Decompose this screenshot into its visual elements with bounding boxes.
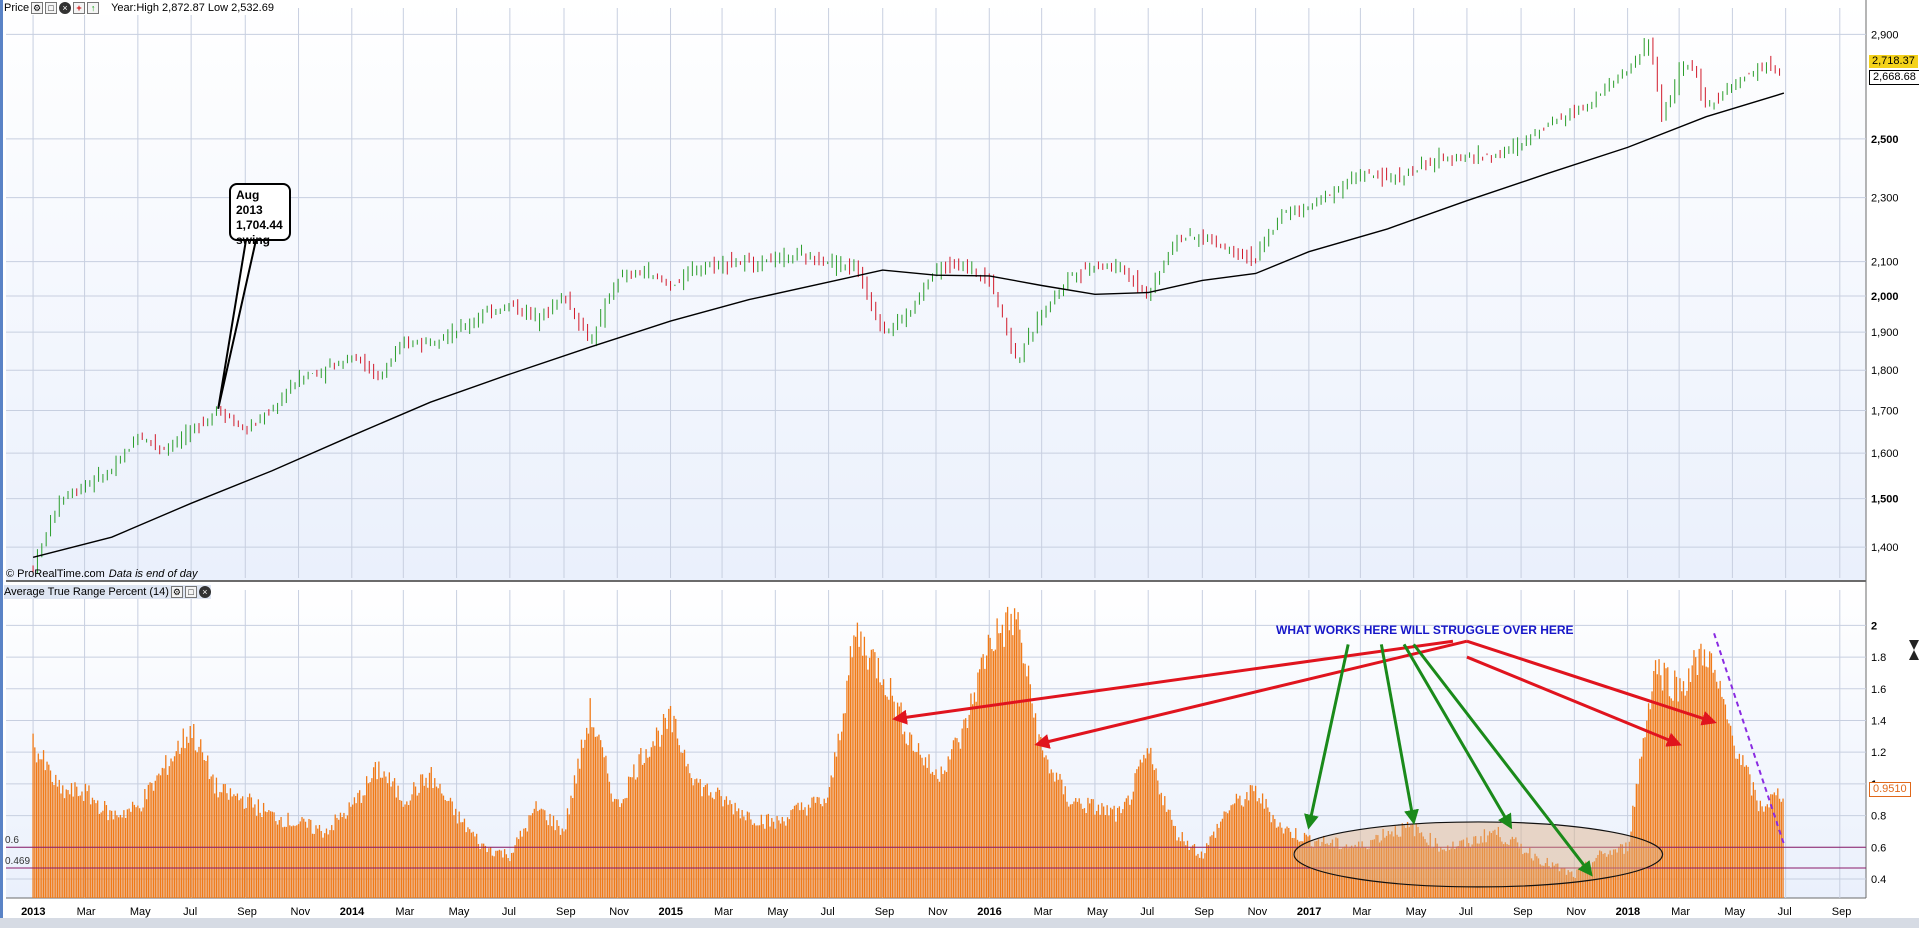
- x-tick-label: Nov: [1248, 906, 1268, 918]
- x-tick-label: Mar: [1352, 906, 1371, 918]
- year-high-low-info: Year:High 2,872.87 Low 2,532.69: [111, 2, 274, 14]
- price-y-tick-label: 1,500: [1871, 494, 1899, 506]
- callout-price: 1,704.44: [236, 218, 283, 232]
- price-y-tick-label: 2,500: [1871, 134, 1899, 146]
- x-tick-label: 2013: [21, 906, 45, 918]
- x-tick-label: Sep: [1194, 906, 1214, 918]
- atr-y-tick-label: 1.2: [1871, 747, 1886, 759]
- highlight-ellipse: [1293, 821, 1664, 888]
- atr-y-tick-label: 0.8: [1871, 811, 1886, 823]
- x-tick-label: Nov: [928, 906, 948, 918]
- x-tick-label: May: [449, 906, 470, 918]
- price-y-tick-label: 2,300: [1871, 193, 1899, 205]
- dashed-trendline: [1713, 632, 1785, 845]
- x-tick-label: Sep: [1513, 906, 1533, 918]
- x-tick-label: May: [1724, 906, 1745, 918]
- x-tick-label: Sep: [556, 906, 576, 918]
- atr-panel-label: Average True Range Percent (14): [4, 586, 169, 598]
- red-arrow: [891, 639, 1454, 725]
- x-tick-label: Jul: [1778, 906, 1792, 918]
- horizontal-scrollbar: [0, 918, 1919, 928]
- atr-panel-toolbar: Average True Range Percent (14) ⚙ □ ×: [4, 585, 211, 599]
- callout-note: swing: [236, 233, 271, 247]
- x-tick-label: Mar: [1034, 906, 1053, 918]
- maximize-icon[interactable]: □: [45, 2, 58, 14]
- x-tick-label: 2016: [977, 906, 1001, 918]
- price-y-tick-label: 1,800: [1871, 365, 1899, 377]
- x-tick-label: May: [767, 906, 788, 918]
- x-tick-label: Jul: [502, 906, 516, 918]
- x-tick-label: Jul: [821, 906, 835, 918]
- atr-y-tick-label: 1.6: [1871, 684, 1886, 696]
- callout-date: Aug 2013: [236, 188, 263, 217]
- red-arrow: [1466, 655, 1682, 747]
- x-tick-label: Jul: [183, 906, 197, 918]
- red-arrow: [1466, 639, 1717, 726]
- price-panel-label: Price: [4, 2, 30, 14]
- x-tick-label: Sep: [237, 906, 257, 918]
- price-y-tick-label: 1,900: [1871, 327, 1899, 339]
- price-y-tick-label: 1,600: [1871, 448, 1899, 460]
- x-tick-label: Nov: [609, 906, 629, 918]
- close-icon[interactable]: ×: [198, 586, 211, 598]
- atr-y-tick-label: 2: [1871, 620, 1877, 632]
- x-tick-label: 2017: [1297, 906, 1321, 918]
- x-tick-label: Mar: [77, 906, 96, 918]
- x-tick-label: Nov: [291, 906, 311, 918]
- green-arrow: [1402, 643, 1513, 830]
- price-y-tick-label: 1,400: [1871, 542, 1899, 554]
- atr-y-tick-label: 0.6: [1871, 842, 1886, 854]
- hline-0469-label: 0.469: [5, 856, 31, 867]
- green-arrow: [1412, 643, 1593, 877]
- annotation-text: WHAT WORKS HERE WILL STRUGGLE OVER HERE: [1276, 623, 1574, 637]
- x-tick-label: Mar: [1671, 906, 1690, 918]
- close-icon[interactable]: ×: [59, 2, 72, 14]
- x-tick-label: Jul: [1459, 906, 1473, 918]
- x-tick-label: Sep: [875, 906, 895, 918]
- wrench-icon[interactable]: ⚙: [170, 586, 183, 598]
- x-tick-label: Nov: [1566, 906, 1586, 918]
- price-y-tick-label: 2,900: [1871, 29, 1899, 41]
- price-y-tick-label: 1,700: [1871, 405, 1899, 417]
- red-arrow: [1034, 639, 1468, 749]
- green-arrow: [1304, 644, 1350, 830]
- x-tick-label: May: [1087, 906, 1108, 918]
- window-left-border: [0, 0, 3, 928]
- resize-handle-icon: [1909, 640, 1919, 660]
- last-price-tag: 2,718.37: [1869, 55, 1918, 68]
- price-panel-toolbar: Price ⚙ □ × + ↑ Year:High 2,872.87 Low 2…: [4, 1, 274, 15]
- add-indicator-icon[interactable]: +: [73, 2, 86, 14]
- x-tick-label: Jul: [1140, 906, 1154, 918]
- green-arrow: [1379, 644, 1419, 825]
- moving-average-tag: 2,668.68: [1869, 70, 1919, 85]
- atr-value-tag: 0.9510: [1869, 782, 1911, 797]
- x-tick-label: 2014: [340, 906, 365, 918]
- x-tick-label: Mar: [714, 906, 733, 918]
- x-tick-label: May: [130, 906, 151, 918]
- hline-06-label: 0.6: [5, 835, 19, 846]
- x-tick-label: 2015: [659, 906, 683, 918]
- price-y-tick-label: 2,000: [1871, 291, 1899, 303]
- x-tick-label: 2018: [1616, 906, 1640, 918]
- price-y-tick-label: 2,100: [1871, 257, 1899, 269]
- x-tick-label: Sep: [1832, 906, 1852, 918]
- x-tick-label: Mar: [395, 906, 414, 918]
- footer-brand: © ProRealTime.com: [6, 568, 105, 580]
- price-callout: Aug 2013 1,704.44 swing: [229, 183, 291, 247]
- data-source-footer: © ProRealTime.com Data is end of day: [6, 568, 197, 580]
- moving-average-line: [32, 92, 1785, 558]
- atr-y-tick-label: 1.4: [1871, 715, 1886, 727]
- maximize-icon[interactable]: □: [184, 586, 197, 598]
- atr-y-tick-label: 1.8: [1871, 652, 1886, 664]
- x-tick-label: May: [1406, 906, 1427, 918]
- atr-y-tick-label: 0.4: [1871, 874, 1886, 886]
- arrow-up-icon[interactable]: ↑: [87, 2, 100, 14]
- footer-note: Data is end of day: [108, 568, 198, 580]
- wrench-icon[interactable]: ⚙: [31, 2, 44, 14]
